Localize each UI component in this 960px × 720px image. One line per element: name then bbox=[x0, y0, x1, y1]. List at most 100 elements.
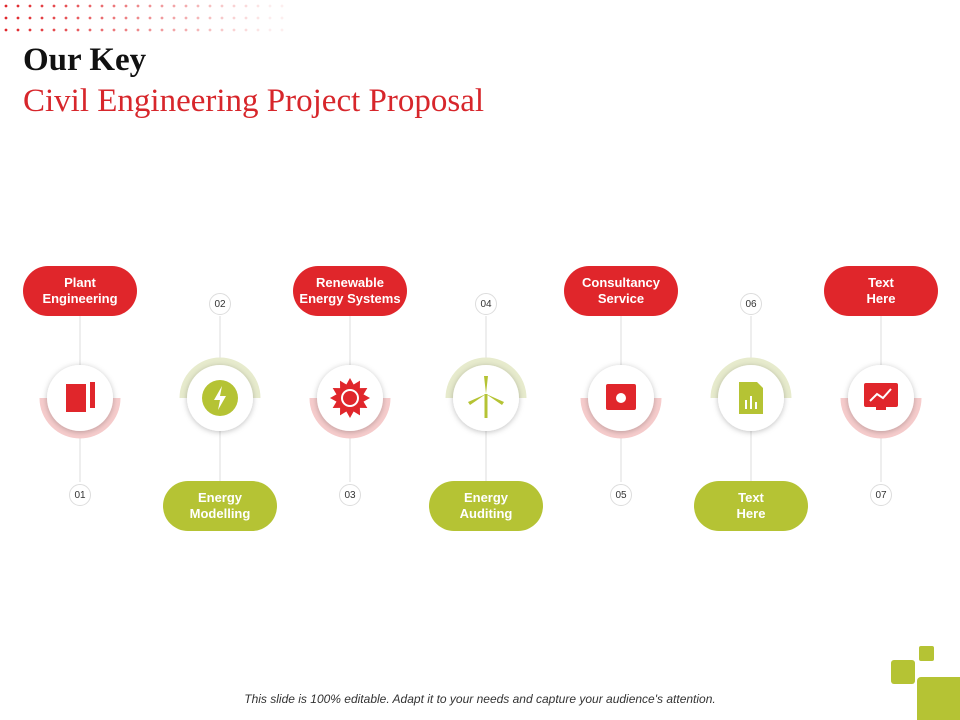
dot bbox=[16, 4, 20, 8]
dot bbox=[88, 16, 92, 20]
dot bbox=[184, 28, 188, 32]
dot bbox=[208, 16, 212, 20]
dot bbox=[64, 16, 68, 20]
step-label: Consultancy Service bbox=[564, 266, 678, 316]
step-number: 03 bbox=[339, 484, 361, 506]
dot bbox=[76, 16, 80, 20]
dot bbox=[136, 28, 140, 32]
step-label: Renewable Energy Systems bbox=[293, 266, 407, 316]
ring bbox=[840, 397, 922, 439]
dot bbox=[160, 4, 164, 8]
dot bbox=[64, 28, 68, 32]
dot bbox=[112, 28, 116, 32]
dot bbox=[28, 28, 32, 32]
footer: This slide is 100% editable. Adapt it to… bbox=[244, 692, 716, 706]
ring bbox=[309, 397, 391, 439]
ring bbox=[39, 397, 121, 439]
dot bbox=[28, 16, 32, 20]
dot bbox=[112, 4, 116, 8]
dot bbox=[184, 16, 188, 20]
dot bbox=[220, 16, 224, 20]
dot bbox=[28, 4, 32, 8]
square bbox=[919, 646, 934, 661]
dot bbox=[40, 4, 44, 8]
dot bbox=[268, 28, 272, 32]
dot bbox=[220, 28, 224, 32]
step-label: Text Here bbox=[824, 266, 938, 316]
dot bbox=[64, 4, 68, 8]
dot bbox=[52, 16, 56, 20]
dot bbox=[4, 16, 8, 20]
icon bbox=[606, 384, 636, 410]
icon bbox=[739, 382, 763, 414]
step-number: 02 bbox=[209, 293, 231, 315]
dot bbox=[208, 28, 212, 32]
dot bbox=[220, 4, 224, 8]
subtitle: Civil Engineering Project Proposal bbox=[23, 83, 485, 119]
dot bbox=[160, 16, 164, 20]
dot bbox=[196, 28, 200, 32]
dot bbox=[124, 28, 128, 32]
step-number: 06 bbox=[740, 293, 762, 315]
ring bbox=[580, 397, 662, 439]
dot bbox=[256, 4, 260, 8]
dot bbox=[16, 16, 20, 20]
icon bbox=[864, 383, 898, 410]
dot bbox=[244, 16, 248, 20]
dot bbox=[196, 4, 200, 8]
dot bbox=[88, 4, 92, 8]
step-label: Energy Auditing bbox=[429, 481, 543, 531]
dot bbox=[268, 4, 272, 8]
dot bbox=[280, 16, 284, 20]
dot bbox=[280, 4, 284, 8]
step-number: 04 bbox=[475, 293, 497, 315]
square bbox=[891, 660, 915, 684]
dot bbox=[172, 16, 176, 20]
ring bbox=[710, 357, 792, 399]
dot bbox=[172, 28, 176, 32]
dot bbox=[244, 4, 248, 8]
step-label: Text Here bbox=[694, 481, 808, 531]
dot bbox=[148, 16, 152, 20]
dot bbox=[40, 28, 44, 32]
dot bbox=[208, 4, 212, 8]
step-label: Energy Modelling bbox=[163, 481, 277, 531]
dot bbox=[232, 16, 236, 20]
dot bbox=[184, 4, 188, 8]
square bbox=[917, 677, 960, 720]
dot bbox=[16, 28, 20, 32]
dot bbox=[112, 16, 116, 20]
dot bbox=[148, 28, 152, 32]
icon bbox=[202, 380, 238, 416]
icon bbox=[330, 378, 370, 418]
dot bbox=[136, 4, 140, 8]
step-label: Plant Engineering bbox=[23, 266, 137, 316]
dot bbox=[256, 28, 260, 32]
dot bbox=[124, 16, 128, 20]
dot bbox=[124, 4, 128, 8]
dot bbox=[280, 28, 284, 32]
dot bbox=[100, 4, 104, 8]
dot bbox=[76, 28, 80, 32]
step-number: 01 bbox=[69, 484, 91, 506]
dot bbox=[136, 16, 140, 20]
dot bbox=[244, 28, 248, 32]
step-number: 07 bbox=[870, 484, 892, 506]
dot bbox=[4, 28, 8, 32]
dot bbox=[100, 28, 104, 32]
dot bbox=[52, 4, 56, 8]
dot bbox=[100, 16, 104, 20]
dot bbox=[268, 16, 272, 20]
dot bbox=[76, 4, 80, 8]
step-number: 05 bbox=[610, 484, 632, 506]
dot bbox=[172, 4, 176, 8]
icon bbox=[66, 382, 95, 412]
title: Our Key bbox=[23, 42, 147, 78]
dot bbox=[52, 28, 56, 32]
ring bbox=[179, 357, 261, 399]
dot bbox=[40, 16, 44, 20]
icon bbox=[468, 376, 504, 418]
dot bbox=[160, 28, 164, 32]
